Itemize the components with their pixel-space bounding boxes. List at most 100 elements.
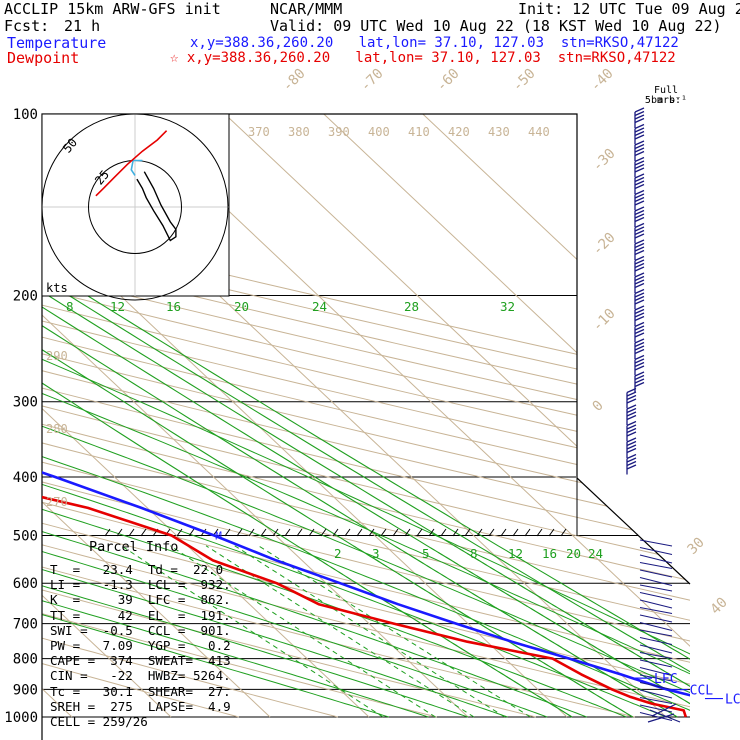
dry-adiabat <box>42 114 536 718</box>
mixing-label: 32 <box>500 299 515 314</box>
barb-flag <box>634 328 645 335</box>
barb-flag <box>626 440 637 447</box>
barb-flag <box>634 321 645 328</box>
barb-flag <box>626 457 637 463</box>
barb-flag <box>634 130 645 137</box>
moist-adiabat <box>42 295 667 718</box>
wind-barb <box>634 371 645 392</box>
hatch-mark <box>248 528 255 537</box>
moist-adiabat <box>42 295 429 718</box>
dry-adiabat <box>42 114 690 718</box>
parcel-row: K = 39 LFC = 862. <box>50 592 231 608</box>
mixing-label: 5 <box>422 546 430 561</box>
wind-barb-low <box>639 622 673 631</box>
barb-flag <box>634 341 645 348</box>
dry-adiabat <box>42 114 690 718</box>
wind-barb <box>626 420 637 442</box>
dry-adiabat <box>42 114 635 718</box>
mixing-label: 8 <box>66 299 74 314</box>
hatch-mark <box>320 528 327 537</box>
wind-barb-low <box>639 652 673 659</box>
hodo-trace-red <box>95 130 168 197</box>
barb-flag <box>634 361 645 368</box>
isotherm-line <box>42 114 271 718</box>
wind-barb-low <box>639 569 673 578</box>
parcel-row: SREH = 275 LAPSE= 4.9 <box>50 698 231 714</box>
wind-barb <box>634 288 645 310</box>
barb-flag <box>634 200 645 206</box>
barb-flag <box>634 150 645 157</box>
barb-flag <box>634 117 645 124</box>
barb-flag <box>634 147 645 153</box>
mixing-label: 12 <box>508 546 523 561</box>
wind-barb-low <box>639 614 673 623</box>
hatch-mark <box>488 528 495 537</box>
barb-flag <box>626 398 637 404</box>
wind-barb-low <box>639 584 673 592</box>
hatch-mark <box>236 528 243 537</box>
barb-flag <box>626 411 637 417</box>
fcst-label: Fcst: <box>4 17 50 35</box>
dry-adiabat <box>42 114 690 718</box>
mixing-label: 24 <box>588 546 603 561</box>
mixing-label: 20 <box>234 299 249 314</box>
mixing-label: 8 <box>470 546 478 561</box>
barb-flag <box>634 325 645 331</box>
barb-flag <box>626 424 637 430</box>
moist-adiabat <box>42 295 690 718</box>
hodo-trace-black <box>136 171 177 242</box>
theta-label: 280 <box>46 422 68 436</box>
barb-flag <box>634 127 645 133</box>
barb-flag <box>634 206 645 212</box>
barb-flag <box>626 444 637 450</box>
dewpoint-location: ☆ x,y=388.36,260.20 lat,lon= 37.10, 127.… <box>170 50 676 66</box>
isotherm-line <box>42 114 370 718</box>
hatch-mark <box>500 528 507 537</box>
barb-flag <box>634 345 645 351</box>
parcel-row: SWI = -0.5 CCL = 901. <box>50 622 231 638</box>
barb-flag <box>634 246 645 252</box>
wind-barb <box>634 206 645 227</box>
theta-label: 370 <box>248 125 270 139</box>
hatch-mark <box>104 528 111 537</box>
level-label-ccl: CCL <box>690 684 714 699</box>
mixing-ratio-dashed <box>394 545 678 718</box>
wind-barb <box>626 404 637 425</box>
wind-barb-low <box>639 674 673 682</box>
pressure-label: 600 <box>13 576 38 592</box>
moist-adiabat <box>42 295 548 718</box>
barb-flag <box>634 226 645 232</box>
dry-adiabat <box>42 114 690 718</box>
init-time: Init: 12 UTC Tue 09 Aug 22 <box>518 0 740 18</box>
barb-flag <box>626 460 637 467</box>
isotherm-line <box>224 114 690 718</box>
hatch-mark <box>380 528 387 537</box>
hatch-mark <box>176 528 183 537</box>
barb-flag <box>626 394 637 401</box>
center-title: NCAR/MMM <box>270 0 343 18</box>
barb-flag <box>634 365 645 371</box>
mixing-label: 2 <box>334 546 342 561</box>
parcel-row: CELL = 259/26 <box>50 714 148 729</box>
barb-flag <box>634 213 645 219</box>
barb-flag <box>634 312 645 318</box>
hatch-mark <box>536 528 543 537</box>
wind-barb-low <box>639 697 673 704</box>
parcel-row: LI = -1.3 LCL = 932. <box>50 577 231 593</box>
moist-adiabat <box>42 295 389 718</box>
mixing-ratio-dashed <box>353 545 633 718</box>
isotherm-label: -20 <box>590 230 619 259</box>
moist-adiabat <box>42 295 690 718</box>
isotherm-label: -80 <box>280 66 309 95</box>
hatch-mark <box>476 528 483 537</box>
barb-flag <box>634 233 645 239</box>
wind-barb-low <box>639 592 673 600</box>
pressure-label: 1000 <box>4 710 38 726</box>
theta-label: 390 <box>328 125 350 139</box>
mixing-ratio-dashed <box>234 545 506 718</box>
barb-flag <box>634 279 645 285</box>
theta-label: 270 <box>46 495 68 509</box>
hatch-mark <box>224 528 231 537</box>
barb-flag <box>634 292 645 298</box>
plot-border <box>41 113 691 740</box>
